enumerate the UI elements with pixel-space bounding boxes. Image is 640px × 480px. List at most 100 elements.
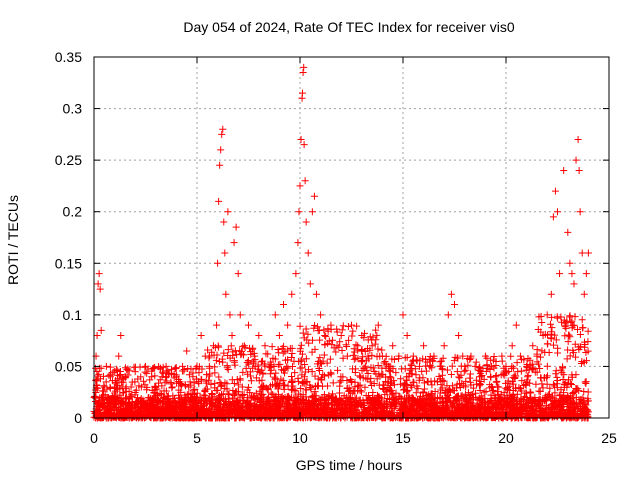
data-point xyxy=(422,355,430,363)
data-point xyxy=(468,402,476,410)
data-point xyxy=(490,353,498,361)
data-point xyxy=(381,358,389,366)
data-point xyxy=(281,369,289,377)
y-tick-label: 0.15 xyxy=(55,255,82,271)
data-point xyxy=(168,383,176,391)
data-point xyxy=(217,146,225,154)
data-point xyxy=(233,388,241,396)
y-tick-label: 0.05 xyxy=(55,358,82,374)
data-point xyxy=(367,374,375,382)
data-point xyxy=(579,324,587,332)
data-point xyxy=(338,326,346,334)
data-point xyxy=(549,411,557,419)
data-point xyxy=(385,362,393,370)
data-point xyxy=(361,362,369,370)
data-point xyxy=(220,349,228,357)
data-point xyxy=(343,352,351,360)
data-point xyxy=(505,398,513,406)
data-point xyxy=(116,391,124,399)
data-point xyxy=(320,391,328,399)
data-point xyxy=(504,379,512,387)
data-point xyxy=(279,349,287,357)
data-point xyxy=(225,409,233,417)
data-point xyxy=(381,412,389,420)
data-point xyxy=(340,392,348,400)
data-point xyxy=(292,270,300,278)
data-point xyxy=(408,408,416,416)
data-point xyxy=(201,352,209,360)
data-point xyxy=(410,397,418,405)
data-point xyxy=(247,377,255,385)
data-point xyxy=(117,378,125,386)
data-point xyxy=(445,386,453,394)
data-point xyxy=(548,392,556,400)
data-point xyxy=(115,407,123,415)
data-point xyxy=(571,340,579,348)
data-point xyxy=(372,336,380,344)
data-point xyxy=(315,327,323,335)
data-point xyxy=(93,377,101,385)
data-point xyxy=(561,409,569,417)
data-point xyxy=(101,391,109,399)
data-point xyxy=(306,381,314,389)
data-point xyxy=(209,342,217,350)
x-tick-label: 15 xyxy=(395,430,411,446)
data-point xyxy=(580,343,588,351)
data-point xyxy=(131,391,139,399)
data-point xyxy=(323,359,331,367)
data-point xyxy=(284,364,292,372)
data-point xyxy=(335,343,343,351)
data-point xyxy=(214,386,222,394)
data-point xyxy=(576,208,584,216)
data-point xyxy=(479,364,487,372)
data-point xyxy=(231,361,239,369)
data-point xyxy=(304,249,312,257)
data-point xyxy=(246,399,254,407)
data-point xyxy=(352,406,360,414)
data-point xyxy=(572,353,580,361)
data-point xyxy=(348,332,356,340)
data-point xyxy=(401,382,409,390)
data-point xyxy=(316,336,324,344)
data-point xyxy=(581,403,589,411)
data-point xyxy=(217,382,225,390)
data-point xyxy=(378,346,386,354)
data-point xyxy=(378,352,386,360)
data-point xyxy=(329,379,337,387)
data-point xyxy=(471,362,479,370)
data-point xyxy=(508,342,516,350)
data-point xyxy=(349,327,357,335)
data-point xyxy=(151,363,159,371)
data-point xyxy=(290,407,298,415)
data-points xyxy=(90,63,592,422)
data-point xyxy=(309,398,317,406)
data-point xyxy=(463,355,471,363)
data-point xyxy=(364,370,372,378)
data-point xyxy=(343,376,351,384)
data-point xyxy=(448,382,456,390)
data-point xyxy=(508,362,516,370)
data-point xyxy=(357,399,365,407)
data-point xyxy=(320,326,328,334)
data-point xyxy=(551,331,559,339)
data-point xyxy=(436,393,444,401)
data-point xyxy=(374,345,382,353)
data-point xyxy=(246,344,254,352)
data-point xyxy=(358,331,366,339)
data-point xyxy=(269,354,277,362)
data-point xyxy=(386,373,394,381)
data-point xyxy=(324,382,332,390)
data-point xyxy=(389,342,397,350)
data-point xyxy=(563,399,571,407)
data-point xyxy=(582,270,590,278)
data-point xyxy=(403,380,411,388)
data-point xyxy=(344,322,352,330)
data-point xyxy=(205,362,213,370)
data-point xyxy=(322,332,330,340)
data-point xyxy=(190,390,198,398)
data-point xyxy=(300,334,308,342)
data-point xyxy=(520,356,528,364)
data-point xyxy=(492,402,500,410)
data-point xyxy=(276,360,284,368)
data-point xyxy=(350,399,358,407)
